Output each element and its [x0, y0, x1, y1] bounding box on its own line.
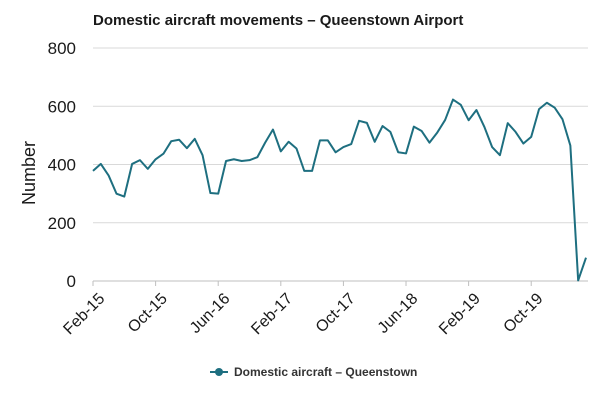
data-point[interactable] — [129, 161, 135, 167]
data-point[interactable] — [200, 152, 206, 158]
y-tick-label: 800 — [48, 39, 76, 58]
data-point[interactable] — [247, 157, 253, 163]
data-point[interactable] — [168, 138, 174, 144]
data-point[interactable] — [450, 97, 456, 103]
data-point[interactable] — [403, 150, 409, 156]
data-point[interactable] — [309, 168, 315, 174]
legend-marker-icon — [215, 368, 223, 376]
chart-title: Domestic aircraft movements – Queenstown… — [93, 12, 463, 29]
y-tick-label: 400 — [48, 156, 76, 175]
x-tick-label: Oct-17 — [313, 290, 359, 336]
data-point[interactable] — [583, 255, 589, 261]
data-point[interactable] — [160, 151, 166, 157]
data-point[interactable] — [552, 105, 558, 111]
x-tick-label: Jun-18 — [375, 290, 422, 337]
series-line — [92, 98, 587, 282]
data-point[interactable] — [121, 194, 127, 200]
data-point[interactable] — [333, 149, 339, 155]
data-point[interactable] — [113, 191, 119, 197]
data-point[interactable] — [387, 129, 393, 135]
data-point[interactable] — [411, 124, 417, 130]
data-point[interactable] — [278, 148, 284, 154]
legend: Domestic aircraft – Queenstown — [210, 365, 417, 379]
data-point[interactable] — [184, 145, 190, 151]
data-point[interactable] — [348, 141, 354, 147]
data-point[interactable] — [356, 118, 362, 124]
data-point[interactable] — [207, 190, 213, 196]
x-tick-labels: Feb-15 Oct-15 Jun-16 Feb-17 Oct-17 Jun-18 Feb-… — [60, 281, 547, 338]
data-point[interactable] — [90, 168, 96, 174]
data-point[interactable] — [215, 191, 221, 197]
y-tick-label: 0 — [67, 272, 76, 291]
y-tick-labels: 0 200 400 600 800 — [48, 39, 76, 291]
data-point[interactable] — [419, 128, 425, 134]
data-point[interactable] — [153, 156, 159, 162]
data-point[interactable] — [301, 168, 307, 174]
data-point[interactable] — [106, 173, 112, 179]
data-point[interactable] — [481, 124, 487, 130]
data-point[interactable] — [536, 106, 542, 112]
data-point[interactable] — [560, 116, 566, 122]
data-point[interactable] — [176, 137, 182, 143]
data-point[interactable] — [567, 143, 573, 149]
x-tick-label: Feb-19 — [436, 290, 484, 338]
x-tick-label: Feb-17 — [248, 290, 296, 338]
data-point[interactable] — [145, 166, 151, 172]
data-point[interactable] — [528, 134, 534, 140]
data-point[interactable] — [270, 127, 276, 133]
data-point[interactable] — [223, 158, 229, 164]
data-point[interactable] — [98, 161, 104, 167]
x-tick-label: Oct-15 — [125, 290, 171, 336]
x-tick-label: Oct-19 — [501, 290, 547, 336]
data-point[interactable] — [544, 100, 550, 106]
series-layer — [90, 97, 589, 283]
data-point[interactable] — [239, 158, 245, 164]
data-point[interactable] — [364, 120, 370, 126]
data-point[interactable] — [317, 137, 323, 143]
data-point[interactable] — [340, 144, 346, 150]
y-tick-label: 600 — [48, 97, 76, 116]
y-axis-label: Number — [19, 141, 39, 205]
data-point[interactable] — [262, 140, 268, 146]
y-tick-label: 200 — [48, 214, 76, 233]
data-point[interactable] — [192, 136, 198, 142]
data-point[interactable] — [380, 123, 386, 129]
data-point[interactable] — [231, 156, 237, 162]
data-point[interactable] — [489, 144, 495, 150]
data-point[interactable] — [395, 149, 401, 155]
grid-lines — [93, 47, 588, 224]
data-point[interactable] — [442, 117, 448, 123]
legend-label: Domestic aircraft – Queenstown — [234, 365, 417, 379]
x-tick-label: Feb-15 — [60, 290, 108, 338]
data-point[interactable] — [325, 137, 331, 143]
x-tick-label: Jun-16 — [187, 290, 234, 337]
data-point[interactable] — [466, 117, 472, 123]
data-point[interactable] — [254, 154, 260, 160]
data-point[interactable] — [434, 129, 440, 135]
data-point[interactable] — [426, 140, 432, 146]
data-point[interactable] — [286, 139, 292, 145]
data-point[interactable] — [293, 145, 299, 151]
data-point[interactable] — [505, 120, 511, 126]
data-point[interactable] — [575, 277, 581, 283]
data-point[interactable] — [458, 102, 464, 108]
data-point[interactable] — [137, 157, 143, 163]
data-point[interactable] — [497, 152, 503, 158]
data-point[interactable] — [473, 107, 479, 113]
data-point[interactable] — [520, 141, 526, 147]
data-point[interactable] — [513, 129, 519, 135]
data-point[interactable] — [372, 139, 378, 145]
